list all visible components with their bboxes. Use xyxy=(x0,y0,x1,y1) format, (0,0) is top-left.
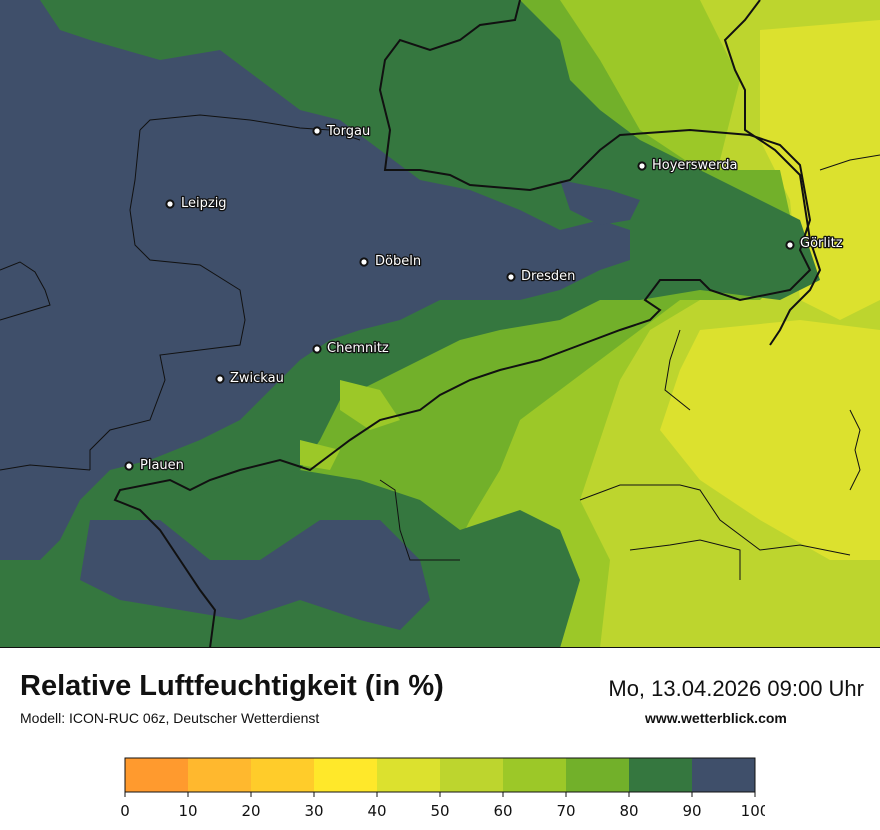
humidity-patch-light xyxy=(340,380,400,430)
city-label: Torgau xyxy=(326,124,370,139)
legend-tick-label: 80 xyxy=(619,802,638,820)
city-marker-leipzig[interactable]: Leipzig xyxy=(165,195,228,212)
city-label: Zwickau xyxy=(230,371,284,386)
city-label: Hoyerswerda xyxy=(652,158,738,173)
legend-swatch xyxy=(377,758,440,792)
city-marker-torgau[interactable]: Torgau xyxy=(312,123,372,140)
city-label: Leipzig xyxy=(181,196,227,211)
city-marker-chemnitz[interactable]: Chemnitz xyxy=(312,340,390,357)
city-label: Plauen xyxy=(140,458,184,473)
legend-tick-label: 20 xyxy=(241,802,260,820)
humidity-zone-90-100 xyxy=(0,20,630,560)
humidity-zone-40-yellow xyxy=(660,20,880,560)
city-dot-icon xyxy=(312,344,322,354)
city-marker-dresden[interactable]: Dresden xyxy=(506,268,577,285)
borders-east xyxy=(723,0,822,346)
legend-swatch xyxy=(629,758,692,792)
color-legend: 0 10 20 30 40 50 60 70 80 90 100 xyxy=(120,757,765,820)
model-source: Modell: ICON-RUC 06z, Deutscher Wetterdi… xyxy=(20,710,320,726)
city-dot-icon xyxy=(359,257,369,267)
city-label: Dresden xyxy=(521,269,575,284)
city-label: Chemnitz xyxy=(327,341,389,356)
legend-swatch xyxy=(503,758,566,792)
legend-swatch xyxy=(440,758,503,792)
humidity-patch-light-2 xyxy=(300,440,340,470)
legend-tick-label: 90 xyxy=(682,802,701,820)
legend-tick-label: 30 xyxy=(304,802,323,820)
legend-tick-label: 100 xyxy=(741,802,765,820)
borders xyxy=(113,0,812,648)
legend-tick-label: 0 xyxy=(120,802,130,820)
city-dot-icon xyxy=(506,272,516,282)
city-marker-plauen[interactable]: Plauen xyxy=(124,457,185,474)
website-link[interactable]: www.wetterblick.com xyxy=(645,710,787,726)
city-marker-goerlitz[interactable]: Görlitz xyxy=(785,235,844,252)
city-label: Görlitz xyxy=(800,236,843,251)
city-dot-icon xyxy=(785,240,795,250)
legend-swatch xyxy=(566,758,629,792)
page-title: Relative Luftfeuchtigkeit (in %) xyxy=(20,670,444,702)
city-dot-icon xyxy=(312,126,322,136)
legend-tick-label: 60 xyxy=(493,802,512,820)
city-dot-icon xyxy=(215,374,225,384)
city-dot-icon xyxy=(124,461,134,471)
city-marker-hoyerswerda[interactable]: Hoyerswerda xyxy=(637,157,739,174)
city-marker-zwickau[interactable]: Zwickau xyxy=(215,370,285,387)
legend-color-boxes xyxy=(124,757,756,793)
legend-ticks: 0 10 20 30 40 50 60 70 80 90 100 xyxy=(120,792,765,820)
district-lines xyxy=(0,114,880,580)
legend-tick-label: 50 xyxy=(430,802,449,820)
humidity-zone-90-100-northwest xyxy=(0,0,60,80)
legend-swatch xyxy=(188,758,251,792)
legend-swatch xyxy=(692,758,755,792)
legend-tick-label: 70 xyxy=(556,802,575,820)
legend-tick-label: 40 xyxy=(367,802,386,820)
humidity-zone-90-100-east xyxy=(560,180,640,225)
city-dot-icon xyxy=(165,199,175,209)
legend-tick-label: 10 xyxy=(178,802,197,820)
legend-swatch xyxy=(125,758,188,792)
city-label: Döbeln xyxy=(375,254,421,269)
humidity-zone-90-100-south xyxy=(80,520,430,630)
city-marker-doebeln[interactable]: Döbeln xyxy=(359,253,422,270)
legend-swatch xyxy=(314,758,377,792)
forecast-datetime: Mo, 13.04.2026 09:00 Uhr xyxy=(608,676,864,701)
city-dot-icon xyxy=(637,161,647,171)
legend-swatch xyxy=(251,758,314,792)
humidity-map: Torgau Hoyerswerda Leipzig Görlitz Döbel… xyxy=(0,0,880,648)
footer: Relative Luftfeuchtigkeit (in %) Modell:… xyxy=(0,648,880,830)
